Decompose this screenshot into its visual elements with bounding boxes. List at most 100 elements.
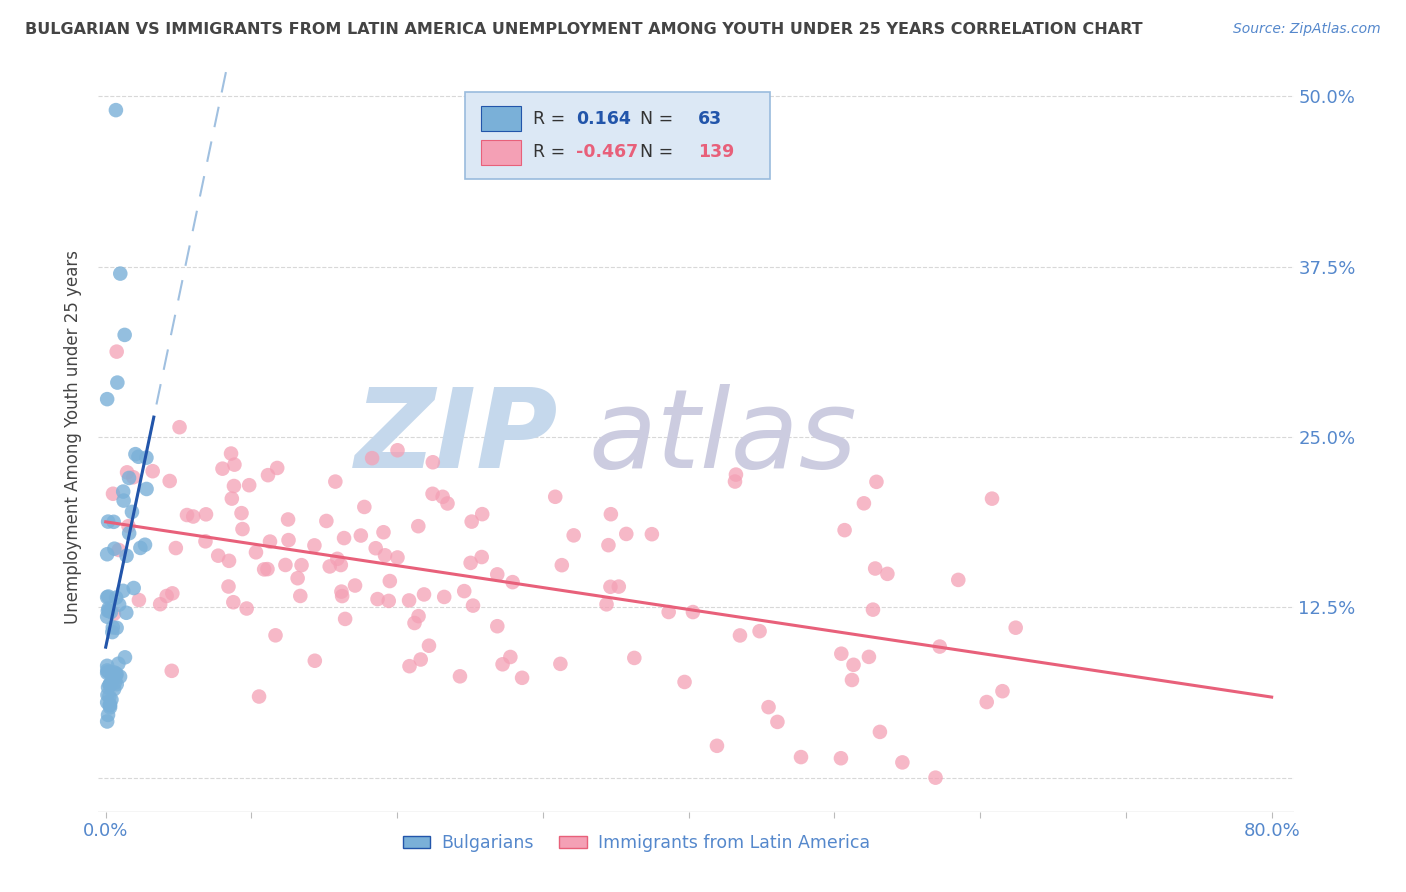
Point xyxy=(231,506,253,520)
Point xyxy=(387,443,409,458)
Point xyxy=(96,695,118,709)
Point xyxy=(96,591,118,605)
Point xyxy=(112,484,135,499)
Point xyxy=(333,612,356,626)
Point xyxy=(976,695,998,709)
Point xyxy=(436,496,458,510)
Point xyxy=(112,583,135,598)
Point xyxy=(623,651,645,665)
Point xyxy=(544,490,567,504)
Point xyxy=(928,640,950,654)
Point xyxy=(159,474,181,488)
Point xyxy=(766,714,789,729)
Point xyxy=(96,658,118,673)
Point xyxy=(387,550,409,565)
Point xyxy=(98,678,121,692)
Point xyxy=(118,471,141,485)
Point xyxy=(108,670,131,684)
Point xyxy=(165,541,187,555)
Point xyxy=(325,475,347,489)
Point xyxy=(96,664,118,678)
Point xyxy=(135,450,157,465)
Point xyxy=(156,589,179,603)
Point xyxy=(194,534,217,549)
Point xyxy=(218,580,240,594)
Point xyxy=(758,700,780,714)
Point xyxy=(374,549,396,563)
Point xyxy=(98,698,121,713)
Point xyxy=(207,549,229,563)
Point xyxy=(181,509,204,524)
Point xyxy=(98,690,121,704)
Point xyxy=(449,669,471,683)
Text: R =: R = xyxy=(533,144,571,161)
Point xyxy=(461,599,484,613)
Point xyxy=(277,512,299,526)
Point xyxy=(830,647,852,661)
Point xyxy=(122,581,145,595)
Point xyxy=(96,688,118,702)
Point xyxy=(162,586,184,600)
Point xyxy=(266,461,288,475)
Point xyxy=(101,620,124,634)
Point xyxy=(231,522,253,536)
Point xyxy=(100,692,122,706)
Point xyxy=(110,267,132,281)
Point xyxy=(333,531,356,545)
FancyBboxPatch shape xyxy=(465,93,770,178)
Text: atlas: atlas xyxy=(589,384,858,491)
Point xyxy=(330,584,353,599)
Point xyxy=(105,677,128,691)
Point xyxy=(350,528,373,542)
Point xyxy=(101,625,124,640)
Point xyxy=(842,657,865,672)
Point xyxy=(502,575,524,590)
Point xyxy=(364,541,387,556)
Point xyxy=(471,507,494,521)
Point xyxy=(398,593,420,607)
Point xyxy=(115,606,138,620)
Point xyxy=(105,666,128,681)
Point xyxy=(222,595,245,609)
Point xyxy=(377,594,399,608)
Point xyxy=(398,659,420,673)
Point xyxy=(599,507,621,521)
Point xyxy=(658,605,681,619)
Point xyxy=(315,514,337,528)
Point xyxy=(128,593,150,607)
Point xyxy=(103,682,125,697)
Point xyxy=(134,538,156,552)
Point xyxy=(108,598,131,612)
Point xyxy=(169,420,191,434)
Point xyxy=(105,344,128,359)
Point xyxy=(858,649,880,664)
Point xyxy=(460,515,482,529)
Point xyxy=(491,657,513,672)
Point xyxy=(471,549,494,564)
Point xyxy=(318,559,340,574)
Point xyxy=(96,547,118,561)
Point xyxy=(422,487,444,501)
Point xyxy=(486,567,509,582)
Point xyxy=(852,496,875,510)
Point xyxy=(124,447,146,461)
Point xyxy=(257,468,280,483)
Point xyxy=(222,479,245,493)
Point xyxy=(253,562,276,576)
Text: BULGARIAN VS IMMIGRANTS FROM LATIN AMERICA UNEMPLOYMENT AMONG YOUTH UNDER 25 YEA: BULGARIAN VS IMMIGRANTS FROM LATIN AMERI… xyxy=(25,22,1143,37)
Point xyxy=(834,523,856,537)
Point xyxy=(96,609,118,624)
Point xyxy=(97,590,120,604)
Point xyxy=(595,598,617,612)
Point xyxy=(103,541,125,556)
Point xyxy=(245,545,267,559)
Point xyxy=(830,751,852,765)
Point xyxy=(991,684,1014,698)
Point xyxy=(499,650,522,665)
Point xyxy=(614,527,637,541)
Text: N =: N = xyxy=(628,110,679,128)
Point xyxy=(863,561,886,575)
Point xyxy=(433,590,456,604)
Point xyxy=(432,490,454,504)
Point xyxy=(673,675,696,690)
